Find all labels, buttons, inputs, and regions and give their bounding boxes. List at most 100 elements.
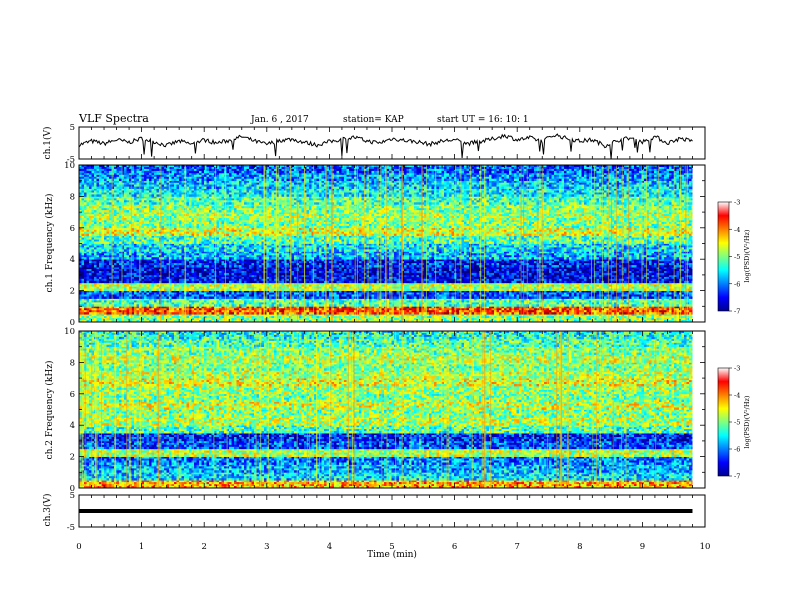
ch1-spectrogram-cell: [587, 312, 590, 314]
ch1-spectrogram-cell: [124, 304, 127, 306]
ch1-spectrogram-cell: [342, 312, 345, 314]
ch1-spectrogram-cell: [244, 304, 247, 306]
ch1-spectrogram-cell: [242, 304, 245, 306]
ch1-spectrogram-cell: [372, 312, 375, 314]
ch1-spectrogram-cell: [92, 312, 95, 314]
ch1-spectrogram-cell: [247, 289, 250, 291]
ch1-spectrogram-cell: [449, 304, 452, 306]
ch1-spectrogram-cell: [587, 289, 590, 291]
ch1-spectrogram-cell: [144, 289, 147, 291]
ch1-spectrogram-cell: [104, 289, 107, 291]
ch1-spectrogram-cell: [319, 304, 322, 306]
ch1-spectrogram-cell: [504, 304, 507, 306]
ch1-spectrogram-cell: [117, 297, 120, 299]
ch1-spectrogram-cell: [477, 289, 480, 291]
ch1-spectrogram-cell: [549, 304, 552, 306]
ch1-spectrogram-cell: [472, 304, 475, 306]
ch1-spectrogram-cell: [637, 304, 640, 306]
ch1-spectrogram-cell: [597, 312, 600, 314]
ch1-spectrogram-cell: [134, 289, 137, 291]
ch1-spectrogram-cell: [567, 297, 570, 299]
ch1-spectrogram-cell: [372, 289, 375, 291]
ch1-spectrogram-cell: [207, 289, 210, 291]
ch1-spectrogram-cell: [132, 312, 135, 314]
ch1-spectrogram-cell: [429, 297, 432, 299]
ch1-spectrogram-cell: [292, 289, 295, 291]
ch1-spectrogram-cell: [564, 289, 567, 291]
ch1-spectrogram-cell: [352, 304, 355, 306]
ch1-spectrogram-cell: [109, 312, 112, 314]
ch1-spectrogram-cell: [574, 297, 577, 299]
ch1-spectrogram-heatmap: [79, 165, 705, 322]
ch1-spectrogram-cell: [549, 289, 552, 291]
ch1-spectrogram-cell: [597, 289, 600, 291]
ch1-spectrogram-cell: [374, 289, 377, 291]
ch1-spectrogram-cell: [579, 312, 582, 314]
ch1-spectrogram-cell: [417, 297, 420, 299]
ch1-spectrogram-cell: [187, 304, 190, 306]
ch1-spectrogram-cell: [114, 312, 117, 314]
ch1-spectrogram-cell: [514, 312, 517, 314]
ch1-spectrogram-cell: [667, 312, 670, 314]
ch1-spectrogram-cell: [99, 312, 102, 314]
ch1-spectrogram-cell: [444, 289, 447, 291]
ch1-spectrogram-cell: [619, 297, 622, 299]
ch1-spectrogram-cell: [209, 312, 212, 314]
ch1-spectrogram-cell: [287, 297, 290, 299]
ch1-spectrogram-cell: [144, 304, 147, 306]
ch1-spectrogram-cell: [177, 304, 180, 306]
ch1-spectrogram-cell: [654, 297, 657, 299]
ch1-spectrogram-cell: [279, 289, 282, 291]
ch1-spectrogram-cell: [82, 297, 85, 299]
ch1-spectrogram-cell: [574, 304, 577, 306]
ch1-spectrogram-cell: [417, 289, 420, 291]
ch1-spectrogram-cell: [474, 289, 477, 291]
ch1-spectrogram-cell: [414, 289, 417, 291]
ch1-spectrogram-cell: [569, 304, 572, 306]
ch1-spectrogram-cell: [322, 304, 325, 306]
ch1-spectrogram-cell: [464, 297, 467, 299]
ch1-spectrogram-cell: [282, 297, 285, 299]
ch1-spectrogram-cell: [97, 312, 100, 314]
ch1-spectrogram-cell: [532, 297, 535, 299]
ch1-spectrogram-cell: [234, 304, 237, 306]
ch1-spectrogram-cell: [689, 297, 692, 299]
ch1-spectrogram-cell: [339, 289, 342, 291]
ch1-spectrogram-cell: [407, 312, 410, 314]
ch1-spectrogram-cell: [509, 312, 512, 314]
ch1-spectrogram-cell: [319, 297, 322, 299]
ch1-spectrogram-cell: [624, 304, 627, 306]
ch1-spectrogram-cell: [374, 297, 377, 299]
ch1-spectrogram-cell: [137, 289, 140, 291]
ch1-spectrogram-cell: [502, 304, 505, 306]
ch1-spectrogram-cell: [637, 312, 640, 314]
ch1-spectrogram-cell: [662, 312, 665, 314]
ch1-spectrogram-cell: [649, 312, 652, 314]
ch1-spectrogram-cell: [457, 289, 460, 291]
ch1-spectrogram-cell: [164, 297, 167, 299]
ch1-spectrogram-cell: [237, 304, 240, 306]
ch1-spectrogram-cell: [99, 304, 102, 306]
ch1-spectrogram-cell: [272, 289, 275, 291]
ch1-spectrogram-cell: [344, 312, 347, 314]
ch1-spectrogram-cell: [624, 312, 627, 314]
ch1-spectrogram-cell: [492, 297, 495, 299]
ch1-spectrogram-cell: [492, 289, 495, 291]
ch1-spectrogram-cell: [247, 297, 250, 299]
ch1-spectrogram-cell: [494, 289, 497, 291]
ch1-spectrogram-cell: [109, 297, 112, 299]
ch1-spectrogram-cell: [292, 304, 295, 306]
ch1-spectrogram-cell: [282, 312, 285, 314]
ch1-spectrogram-cell: [567, 312, 570, 314]
vlf-spectra-figure: VLF Spectra Jan. 6 , 2017 station= KAP s…: [0, 0, 792, 612]
ch1-spectrogram-cell: [322, 289, 325, 291]
ch1-spectrogram-cell: [252, 304, 255, 306]
ch1-spectrogram-cell: [87, 297, 90, 299]
ch1-spectrogram-cell: [474, 297, 477, 299]
ch1-spectrogram-cell: [517, 312, 520, 314]
ch1-spectrogram-cell: [337, 289, 340, 291]
ch1-spectrogram-cell: [192, 304, 195, 306]
ch1-spectrogram-cell: [587, 304, 590, 306]
ch1-spectrogram-cell: [209, 289, 212, 291]
ch1-spectrogram-cell: [202, 289, 205, 291]
